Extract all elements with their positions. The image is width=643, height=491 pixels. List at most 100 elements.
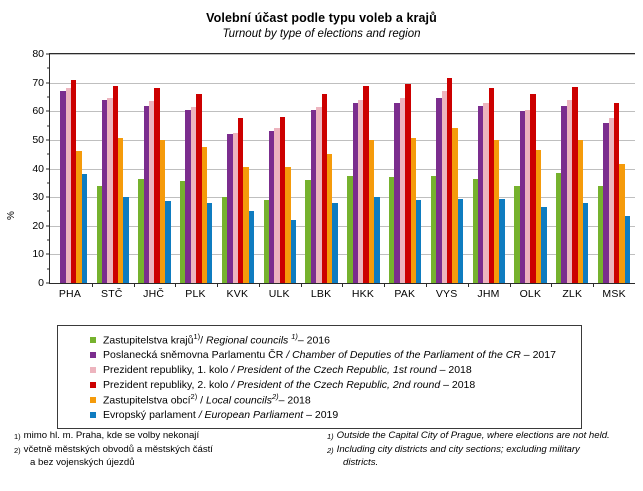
- legend-swatch: [90, 351, 96, 358]
- bar: [457, 198, 464, 283]
- y-tick-mark-minor: [47, 210, 50, 212]
- x-tick-label: PLK: [185, 288, 206, 300]
- y-tick-label: 60: [32, 105, 44, 118]
- bar: [123, 197, 129, 283]
- legend-swatch: [90, 381, 96, 388]
- bar: [248, 211, 255, 283]
- y-tick-mark-minor: [47, 67, 50, 69]
- bar-group: [175, 54, 217, 287]
- x-tick-label: JHČ: [143, 288, 165, 300]
- bar: [207, 202, 213, 283]
- bar: [624, 215, 631, 283]
- chart-title-czech: Volební účast podle typu voleb a krajů: [206, 11, 437, 25]
- bar: [619, 164, 625, 283]
- footnote-text: districts.: [343, 457, 379, 468]
- bar: [614, 102, 620, 283]
- bar: [472, 178, 478, 283]
- bar: [196, 94, 202, 283]
- bar-group: [217, 54, 259, 287]
- bar: [446, 78, 453, 283]
- y-tick-mark: [46, 82, 50, 84]
- bar: [514, 185, 520, 283]
- y-tick-mark: [46, 168, 50, 169]
- footnote-text: Including city districts and city sectio…: [336, 443, 580, 455]
- y-tick-mark-minor: [47, 182, 50, 184]
- bar: [149, 101, 155, 283]
- y-tick-mark-minor: [47, 96, 50, 98]
- bar: [399, 98, 406, 283]
- y-tick-mark: [46, 196, 50, 198]
- legend-item[interactable]: Zastupitelstva krajů1)/ Regional council…: [68, 332, 573, 347]
- bar: [436, 98, 442, 283]
- x-tick-label: OLK: [519, 288, 542, 300]
- bar: [285, 167, 291, 283]
- bar: [138, 178, 144, 283]
- bar: [70, 79, 77, 283]
- gridline: [50, 54, 635, 55]
- y-tick-mark-minor: [47, 239, 50, 241]
- x-tick-label: MSK: [602, 288, 626, 300]
- bar: [525, 109, 531, 283]
- bar-groups: [50, 54, 635, 287]
- bar: [488, 88, 495, 283]
- bar: [227, 134, 233, 283]
- footnote-marker: 2): [327, 445, 334, 455]
- y-tick-mark-minor: [47, 153, 50, 155]
- bar: [201, 147, 208, 283]
- gridline: [50, 168, 635, 170]
- bar: [326, 154, 333, 283]
- legend-label: Prezident republiky, 2. kolo / President…: [103, 378, 476, 391]
- bar-group: [426, 54, 468, 287]
- bar-group: [467, 54, 510, 287]
- bar: [363, 85, 369, 283]
- bar: [279, 116, 286, 283]
- bar: [112, 85, 119, 283]
- plot-region: 0 10 20 30 40 50 60 70 80: [32, 48, 635, 289]
- bar: [410, 138, 416, 283]
- y-tick-mark: [46, 225, 50, 227]
- bar: [519, 111, 526, 283]
- x-tick-label: KVK: [226, 288, 249, 300]
- legend-label: Zastupitelstva obcí2) / Local councils2)…: [103, 392, 311, 407]
- bar: [394, 102, 400, 283]
- bar: [556, 172, 562, 283]
- bar: [415, 200, 422, 283]
- bar: [603, 122, 609, 283]
- footnote-row: 1) Outside the Capital City of Prague, wh…: [327, 430, 627, 444]
- legend-item[interactable]: Prezident republiky, 1. kolo / President…: [68, 362, 573, 377]
- bar: [60, 91, 66, 283]
- legend-item[interactable]: Evropský parlament / European Parliament…: [68, 407, 573, 422]
- legend-item[interactable]: Zastupitelstva obcí2) / Local councils2)…: [68, 392, 573, 407]
- legend-item[interactable]: Poslanecká sněmovna Parlamentu ČR / Cham…: [68, 347, 573, 362]
- footnote-marker: 2): [14, 445, 21, 455]
- x-tick-label: STČ: [100, 288, 123, 300]
- bar: [310, 109, 317, 283]
- footnotes: 1) mimo hl. m. Praha, kde se volby nekona…: [14, 430, 629, 470]
- legend-item[interactable]: Prezident republiky, 2. kolo / President…: [68, 377, 573, 392]
- bar: [190, 106, 197, 283]
- bar: [243, 167, 249, 283]
- gridline: [50, 225, 635, 227]
- bar: [65, 88, 71, 283]
- y-tick-mark: [46, 253, 50, 255]
- y-tick-label: 40: [32, 162, 44, 175]
- footnote-text: včetně městských obvodů a městských část…: [23, 443, 213, 455]
- bar: [388, 177, 395, 283]
- legend-label: Poslanecká sněmovna Parlamentu ČR / Cham…: [103, 348, 556, 361]
- bar: [347, 175, 353, 283]
- bar: [483, 102, 489, 283]
- y-tick-mark-minor: [47, 268, 50, 270]
- bar: [499, 198, 505, 283]
- legend-swatch: [90, 411, 96, 418]
- x-axis-labels: PHA STČ JHČ PLK KVK ULK LBK HKK PAK VYS JHM OLK ZLK M…: [49, 288, 635, 300]
- footnote-row: a bez vojenských újezdů: [14, 457, 314, 470]
- bar: [185, 109, 191, 283]
- bar: [232, 132, 239, 283]
- footnote-text: mimo hl. m. Praha, kde se volby nekonají: [23, 430, 200, 441]
- footnote-marker: 1): [327, 432, 334, 441]
- bar: [368, 139, 375, 283]
- gridline: [50, 82, 635, 84]
- bar: [165, 201, 171, 283]
- y-tick-label: 30: [32, 191, 44, 204]
- bar: [374, 197, 380, 283]
